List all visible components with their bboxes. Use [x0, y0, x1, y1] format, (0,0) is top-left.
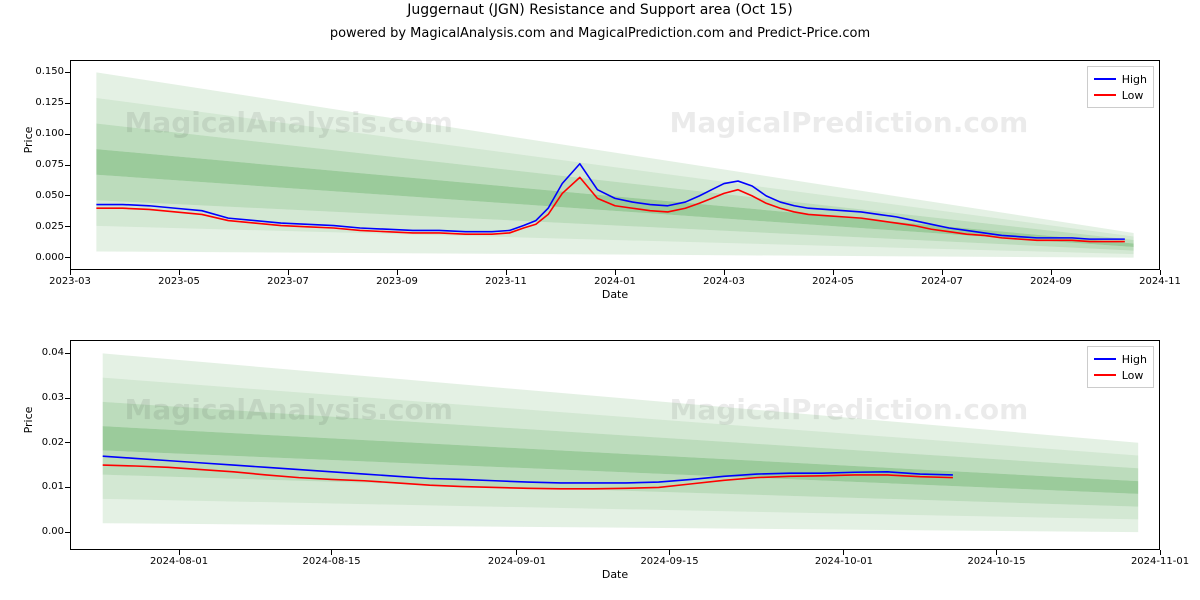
x-tick-label: 2023-09: [367, 276, 427, 287]
top-panel: MagicalAnalysis.com MagicalPrediction.co…: [70, 60, 1160, 270]
x-tick-mark: [70, 270, 71, 275]
x-tick-label: 2024-08-15: [302, 556, 362, 567]
y-tick-mark: [65, 165, 70, 166]
chart-subtitle: powered by MagicalAnalysis.com and Magic…: [0, 26, 1200, 41]
x-tick-label: 2024-10-01: [814, 556, 874, 567]
x-tick-mark: [615, 270, 616, 275]
x-tick-mark: [397, 270, 398, 275]
legend-item-low: Low: [1094, 367, 1147, 383]
figure: Juggernaut (JGN) Resistance and Support …: [0, 0, 1200, 600]
x-tick-mark: [179, 550, 180, 555]
x-tick-mark: [669, 550, 670, 555]
x-tick-label: 2024-05: [803, 276, 863, 287]
x-tick-mark: [179, 270, 180, 275]
x-tick-label: 2023-11: [476, 276, 536, 287]
x-tick-label: 2024-01: [585, 276, 645, 287]
y-tick-mark: [65, 257, 70, 258]
y-tick-label: 0.00: [22, 526, 64, 537]
legend-item-high: High: [1094, 351, 1147, 367]
x-tick-label: 2024-08-01: [149, 556, 209, 567]
y-tick-label: 0.02: [22, 437, 64, 448]
x-tick-label: 2023-03: [40, 276, 100, 287]
y-tick-mark: [65, 103, 70, 104]
y-tick-label: 0.000: [22, 252, 64, 263]
x-tick-label: 2023-07: [258, 276, 318, 287]
y-tick-mark: [65, 353, 70, 354]
y-tick-mark: [65, 532, 70, 533]
x-tick-mark: [1051, 270, 1052, 275]
y-tick-mark: [65, 487, 70, 488]
x-tick-label: 2024-11-01: [1130, 556, 1190, 567]
y-tick-label: 0.04: [22, 347, 64, 358]
legend-swatch-low: [1094, 374, 1116, 376]
x-tick-label: 2024-09-15: [640, 556, 700, 567]
legend-label: Low: [1122, 89, 1144, 102]
y-tick-mark: [65, 442, 70, 443]
y-tick-mark: [65, 134, 70, 135]
bottom-plot-svg: [70, 340, 1160, 550]
x-tick-mark: [1160, 270, 1161, 275]
x-tick-mark: [833, 270, 834, 275]
x-tick-mark: [843, 550, 844, 555]
y-tick-label: 0.100: [22, 128, 64, 139]
x-tick-label: 2024-10-15: [967, 556, 1027, 567]
x-tick-mark: [942, 270, 943, 275]
x-tick-label: 2024-07: [912, 276, 972, 287]
y-tick-label: 0.03: [22, 392, 64, 403]
legend: High Low: [1087, 66, 1154, 108]
x-tick-mark: [288, 270, 289, 275]
y-tick-label: 0.075: [22, 159, 64, 170]
y-tick-mark: [65, 195, 70, 196]
x-tick-label: 2024-11: [1130, 276, 1190, 287]
bottom-panel: MagicalAnalysis.com MagicalPrediction.co…: [70, 340, 1160, 550]
legend-label: High: [1122, 73, 1147, 86]
x-tick-mark: [331, 550, 332, 555]
y-tick-label: 0.01: [22, 481, 64, 492]
x-axis-label: Date: [70, 568, 1160, 581]
y-tick-mark: [65, 398, 70, 399]
y-tick-mark: [65, 72, 70, 73]
x-tick-label: 2024-09-01: [487, 556, 547, 567]
legend-item-high: High: [1094, 71, 1147, 87]
legend-label: High: [1122, 353, 1147, 366]
x-tick-mark: [724, 270, 725, 275]
legend-swatch-low: [1094, 94, 1116, 96]
x-tick-mark: [1160, 550, 1161, 555]
legend-label: Low: [1122, 369, 1144, 382]
y-tick-label: 0.125: [22, 97, 64, 108]
legend-item-low: Low: [1094, 87, 1147, 103]
y-tick-label: 0.025: [22, 221, 64, 232]
y-tick-label: 0.050: [22, 190, 64, 201]
legend-swatch-high: [1094, 358, 1116, 360]
x-tick-label: 2023-05: [149, 276, 209, 287]
chart-title: Juggernaut (JGN) Resistance and Support …: [0, 2, 1200, 18]
y-tick-mark: [65, 226, 70, 227]
x-tick-mark: [996, 550, 997, 555]
top-plot-svg: [70, 60, 1160, 270]
x-tick-mark: [516, 550, 517, 555]
y-axis-label: Price: [22, 370, 35, 470]
legend-swatch-high: [1094, 78, 1116, 80]
y-tick-label: 0.150: [22, 66, 64, 77]
legend: High Low: [1087, 346, 1154, 388]
x-tick-label: 2024-03: [694, 276, 754, 287]
x-tick-mark: [506, 270, 507, 275]
x-axis-label: Date: [70, 288, 1160, 301]
x-tick-label: 2024-09: [1021, 276, 1081, 287]
